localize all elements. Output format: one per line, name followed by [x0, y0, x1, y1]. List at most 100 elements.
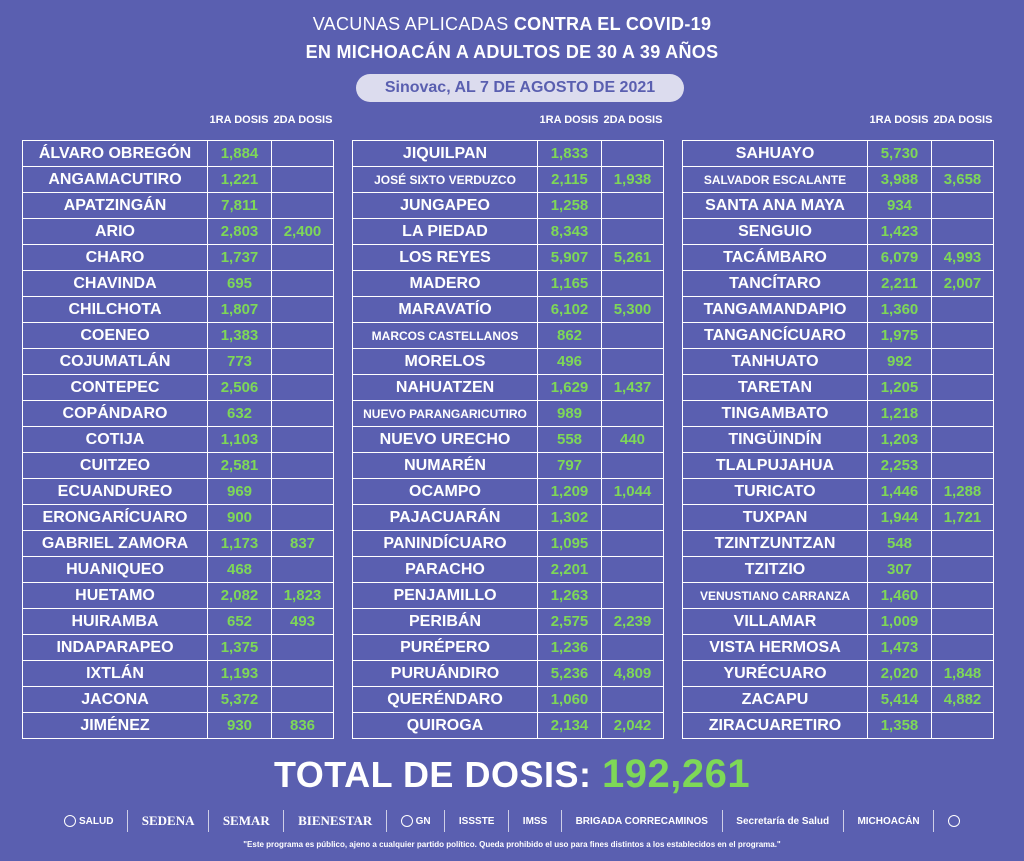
header-dose1: 1RA DOSIS	[209, 114, 269, 126]
dose1-value: 468	[207, 556, 272, 583]
table-row: JACONA 5,372	[22, 686, 334, 713]
dose1-value: 1,423	[867, 218, 932, 245]
dose2-value	[271, 556, 334, 583]
dose1-value: 632	[207, 400, 272, 427]
table-row: SALVADOR ESCALANTE 3,988 3,658	[682, 166, 994, 193]
dose1-value: 1,807	[207, 296, 272, 323]
dose2-value	[931, 218, 994, 245]
table-row: MORELOS 496	[352, 348, 664, 375]
table-row: CUITZEO 2,581	[22, 452, 334, 479]
municipality-name: ERONGARÍCUARO	[22, 504, 208, 531]
dose1-value: 1,383	[207, 322, 272, 349]
municipality-name: TINGÜINDÍN	[682, 426, 868, 453]
dose2-value: 2,239	[601, 608, 664, 635]
divider	[127, 810, 129, 832]
eagle-icon	[64, 815, 76, 827]
dose1-value: 2,082	[207, 582, 272, 609]
dose2-value	[601, 140, 664, 167]
dose1-value: 2,253	[867, 452, 932, 479]
dose1-value: 1,103	[207, 426, 272, 453]
header-dose1: 1RA DOSIS	[869, 114, 929, 126]
municipality-name: PURÉPERO	[352, 634, 538, 661]
table-row: PARACHO 2,201	[352, 556, 664, 583]
semar-logo: SEMAR	[222, 813, 270, 828]
table-row: LOS REYES 5,907 5,261	[352, 244, 664, 271]
michoacan-logo: MICHOACÁN	[857, 815, 920, 827]
municipality-name: ANGAMACUTIRO	[22, 166, 208, 193]
dose2-value	[931, 556, 994, 583]
dose2-value: 5,261	[601, 244, 664, 271]
dose2-value	[271, 634, 334, 661]
dose2-value: 4,882	[931, 686, 994, 713]
dose2-value: 836	[271, 712, 334, 739]
table-row: JUNGAPEO 1,258	[352, 192, 664, 219]
table-row: HUETAMO 2,082 1,823	[22, 582, 334, 609]
table-row: ANGAMACUTIRO 1,221	[22, 166, 334, 193]
table-row: HUANIQUEO 468	[22, 556, 334, 583]
table-row: ZIRACUARETIRO 1,358	[682, 712, 994, 739]
dose1-value: 1,375	[207, 634, 272, 661]
municipality-table-3: SAHUAYO 5,730 SALVADOR ESCALANTE 3,988 3,658…	[682, 140, 994, 739]
dose2-value	[271, 686, 334, 713]
table-row: SENGUIO 1,423	[682, 218, 994, 245]
municipality-name: ZACAPU	[682, 686, 868, 713]
table-row: PAJACUARÁN 1,302	[352, 504, 664, 531]
dose2-value	[601, 322, 664, 349]
legal-footer: "Este programa es público, ajeno a cualq…	[243, 840, 781, 849]
dose2-value	[601, 634, 664, 661]
gn-logo: GN	[397, 815, 435, 827]
dose2-value	[601, 530, 664, 557]
dose1-value: 2,803	[207, 218, 272, 245]
municipality-name: NUEVO PARANGARICUTIRO	[352, 400, 538, 427]
table-row: VISTA HERMOSA 1,473	[682, 634, 994, 661]
municipality-name: LOS REYES	[352, 244, 538, 271]
imss-logo: IMSS	[522, 815, 548, 827]
dose2-value	[601, 504, 664, 531]
dose2-value	[271, 660, 334, 687]
table-row: COTIJA 1,103	[22, 426, 334, 453]
municipality-name: ECUANDUREO	[22, 478, 208, 505]
dose1-value: 1,263	[537, 582, 602, 609]
dose2-value: 2,400	[271, 218, 334, 245]
title-line-2: EN MICHOACÁN A ADULTOS DE 30 A 39 AÑOS	[305, 42, 719, 62]
table-row: ERONGARÍCUARO 900	[22, 504, 334, 531]
dose1-value: 862	[537, 322, 602, 349]
table-row: CHARO 1,737	[22, 244, 334, 271]
divider	[721, 810, 723, 832]
dose2-value	[271, 374, 334, 401]
dose2-value	[271, 322, 334, 349]
municipality-name: COJUMATLÁN	[22, 348, 208, 375]
dose1-value: 989	[537, 400, 602, 427]
dose1-value: 1,193	[207, 660, 272, 687]
issste-logo: ISSSTE	[458, 815, 495, 827]
table-row: OCAMPO 1,209 1,044	[352, 478, 664, 505]
dose1-value: 900	[207, 504, 272, 531]
dose2-value	[931, 712, 994, 739]
municipality-name: TACÁMBARO	[682, 244, 868, 271]
table-row: COENEO 1,383	[22, 322, 334, 349]
dose2-value: 1,848	[931, 660, 994, 687]
dose2-value	[271, 166, 334, 193]
dose1-value: 6,079	[867, 244, 932, 271]
dose2-value	[601, 400, 664, 427]
brigada-logo: BRIGADA CORRECAMINOS	[575, 815, 708, 827]
municipality-name: PARACHO	[352, 556, 538, 583]
dose2-value	[931, 374, 994, 401]
table-row: TINGAMBATO 1,218	[682, 400, 994, 427]
municipality-name: ZIRACUARETIRO	[682, 712, 868, 739]
municipality-name: HUIRAMBA	[22, 608, 208, 635]
total-label: TOTAL DE DOSIS:	[273, 754, 602, 795]
title-part-b: CONTRA EL COVID-19	[513, 14, 712, 34]
dose2-value: 1,437	[601, 374, 664, 401]
table-row: PANINDÍCUARO 1,095	[352, 530, 664, 557]
municipality-name: JIQUILPAN	[352, 140, 538, 167]
table-row: TANCÍTARO 2,211 2,007	[682, 270, 994, 297]
dose1-value: 969	[207, 478, 272, 505]
header-dose2: 2DA DOSIS	[273, 114, 333, 126]
municipality-name: CONTEPEC	[22, 374, 208, 401]
dose1-value: 2,581	[207, 452, 272, 479]
dose1-value: 496	[537, 348, 602, 375]
divider	[283, 810, 285, 832]
dose2-value	[931, 192, 994, 219]
table-row: SAHUAYO 5,730	[682, 140, 994, 167]
